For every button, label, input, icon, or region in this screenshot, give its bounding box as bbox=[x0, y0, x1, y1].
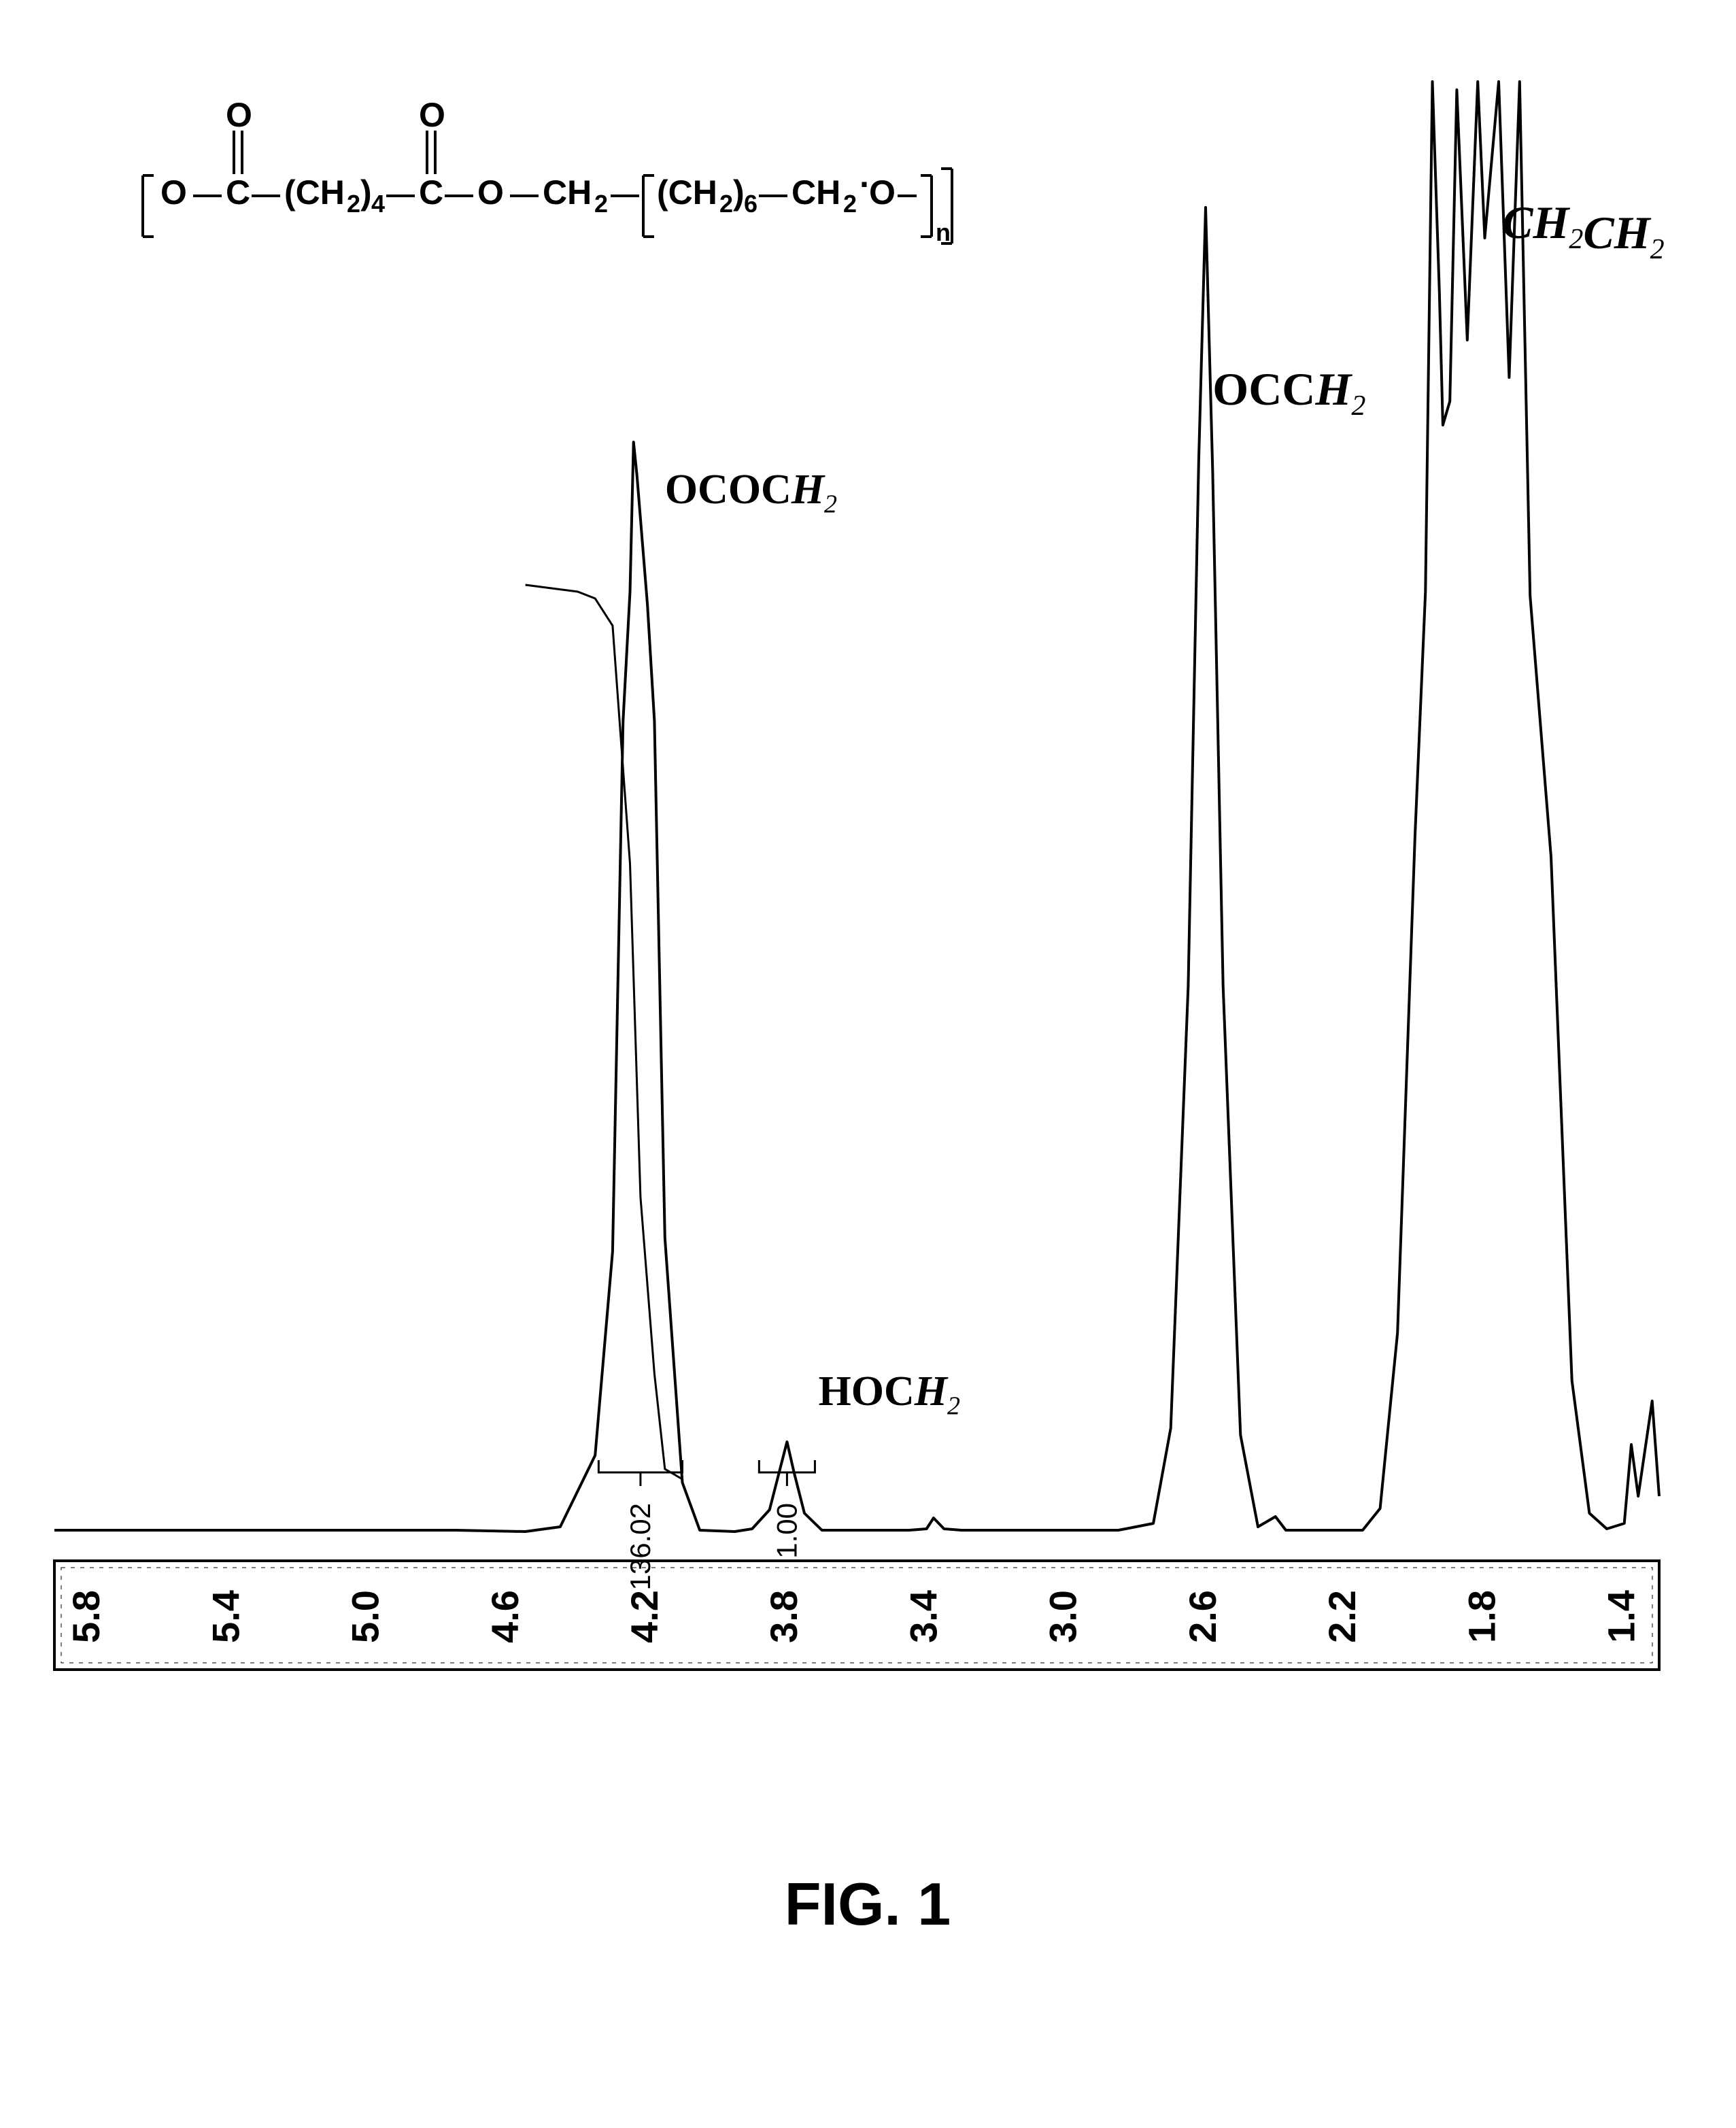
axis-tick-label: 3.0 bbox=[1042, 1590, 1085, 1643]
structure-text: ) bbox=[360, 173, 372, 212]
integration-markers: 136.02 1.00 bbox=[598, 1460, 815, 1590]
axis-tick-label: 1.8 bbox=[1460, 1590, 1503, 1643]
axis-tick-label: 5.4 bbox=[204, 1590, 247, 1643]
figure-caption: FIG. 1 bbox=[785, 1870, 951, 1938]
structure-text: O bbox=[226, 96, 252, 134]
axis-ticks: 1.4 1.8 2.2 2.6 3.0 3.4 3.8 4.2 4.6 5.0 5.4 5.8 bbox=[65, 1590, 1642, 1643]
axis-tick-label: 4.2 bbox=[623, 1590, 666, 1643]
axis-tick-label: 3.8 bbox=[762, 1590, 805, 1643]
structure-text: C bbox=[226, 173, 250, 212]
integration-value: 1.00 bbox=[770, 1503, 802, 1559]
structure-text: 2 bbox=[719, 190, 733, 218]
structure-text: CH bbox=[792, 173, 840, 212]
peak-label: OCCH2 bbox=[1212, 363, 1365, 422]
structure-text: CH bbox=[543, 173, 592, 212]
structure-text: 4 bbox=[371, 190, 385, 218]
structure-text: 2 bbox=[347, 190, 360, 218]
nmr-figure: 136.02 1.00 1.4 1.8 2.2 2.6 3.0 3.4 3.8 4.2 4.6 5.… bbox=[0, 0, 1736, 2128]
structure-text: C bbox=[419, 173, 443, 212]
axis-tick-label: 4.6 bbox=[483, 1590, 526, 1643]
structure-text: O bbox=[477, 173, 504, 212]
nmr-spectrum-trace bbox=[54, 82, 1659, 1532]
structure-text: 2 bbox=[843, 190, 857, 218]
chemical-structure: OCO(CH2)4COOCH2(CH2)6CH2·On bbox=[143, 96, 952, 246]
axis-tick-label: 5.0 bbox=[344, 1590, 387, 1643]
axis-tick-label: 2.2 bbox=[1321, 1590, 1363, 1643]
peak-labels: OCOCH2 HOCH2 OCCH2 CH2CH2 bbox=[665, 197, 1665, 1421]
peak-label: HOCH2 bbox=[819, 1368, 960, 1421]
peak-label: OCOCH2 bbox=[665, 467, 837, 519]
structure-text: (CH bbox=[284, 173, 345, 212]
axis-box bbox=[54, 1561, 1659, 1670]
structure-text: O bbox=[419, 96, 445, 134]
axis-tick-label: 2.6 bbox=[1181, 1590, 1224, 1643]
axis-tick-label: 1.4 bbox=[1599, 1590, 1642, 1643]
axis-tick-label: 3.4 bbox=[902, 1590, 944, 1643]
structure-text: O bbox=[160, 173, 187, 212]
structure-text: O bbox=[869, 173, 896, 212]
structure-text: ) bbox=[733, 173, 745, 212]
axis-tick-label: 5.8 bbox=[65, 1590, 107, 1643]
peak-label: CH2CH2 bbox=[1502, 197, 1665, 265]
structure-text: (CH bbox=[657, 173, 717, 212]
structure-text: 2 bbox=[594, 190, 608, 218]
structure-text: 6 bbox=[744, 190, 758, 218]
integration-value: 136.02 bbox=[624, 1503, 656, 1590]
structure-text: n bbox=[936, 218, 951, 246]
